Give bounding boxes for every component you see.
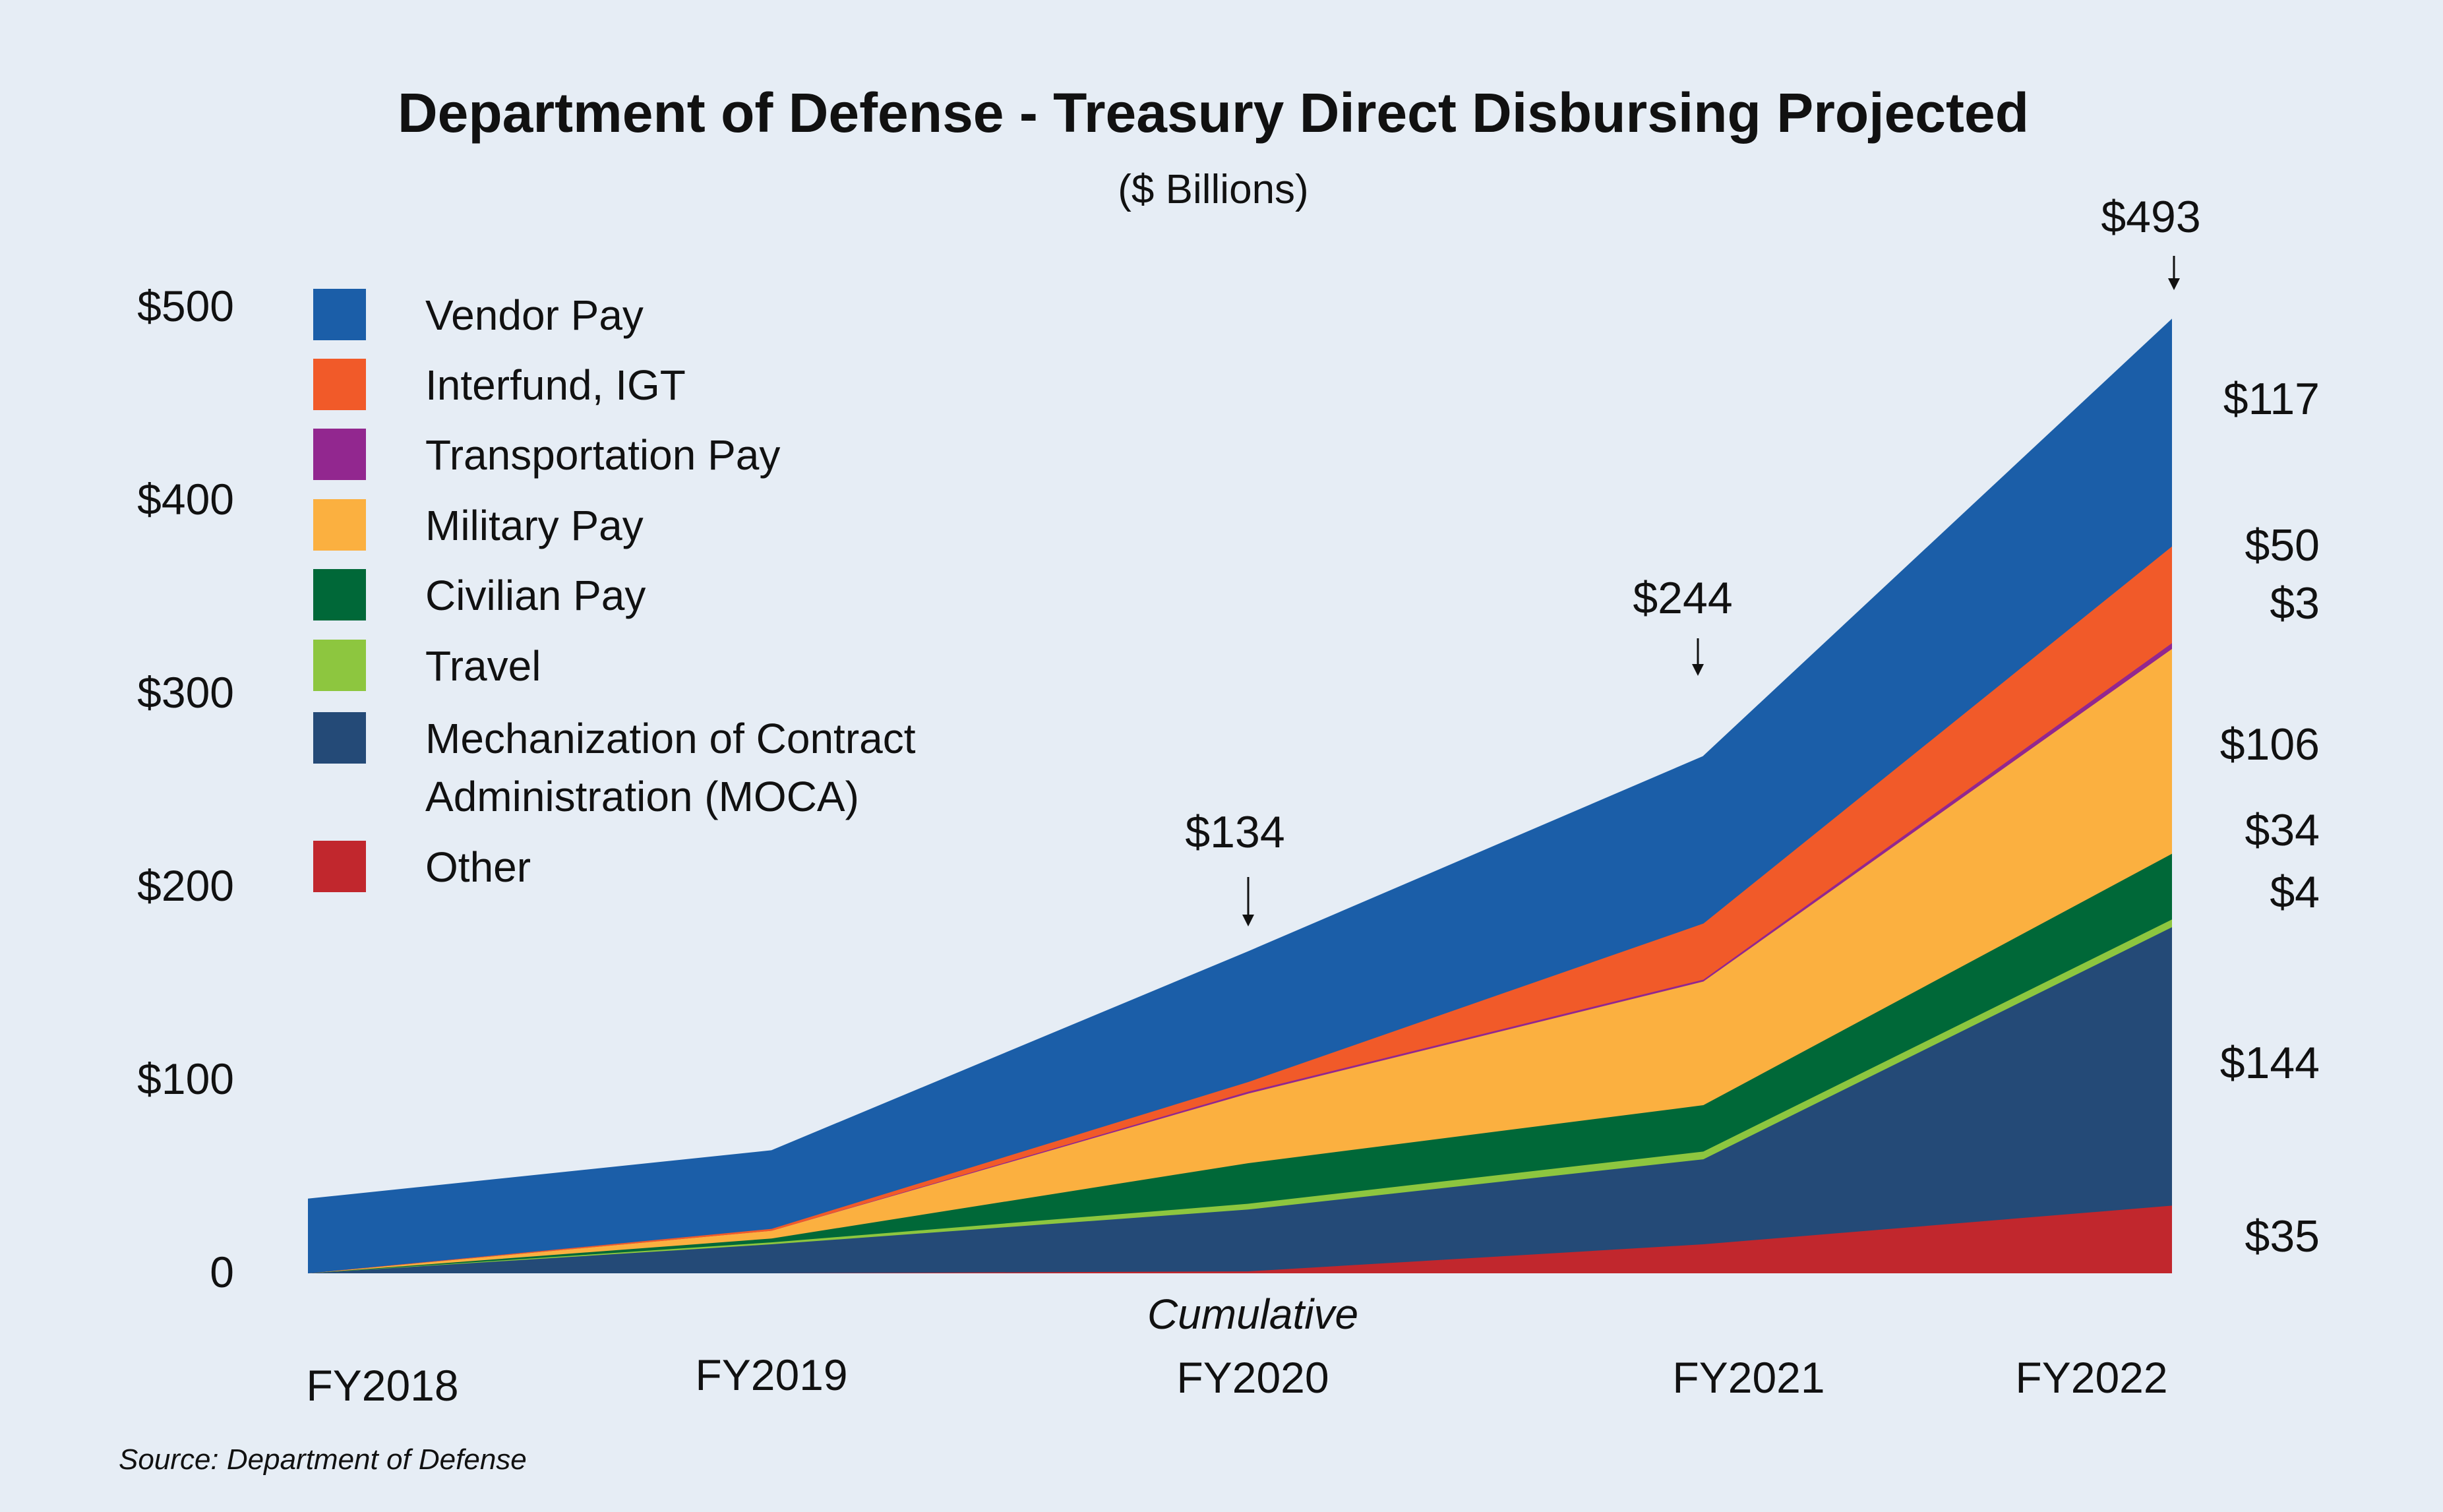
legend: Vendor Pay Interfund, IGT Transportation P… [313,289,916,892]
legend-label-vendor-pay: Vendor Pay [425,291,644,339]
legend-swatch-other [313,841,366,892]
legend-swatch-mechanization-of-contract-administration-moca [313,712,366,764]
total-label: $493 [2101,192,2200,242]
legend-label-mechanization-of-contract-administration-moca: Administration (MOCA) [425,773,859,820]
x-tick-label: FY2022 [2015,1353,2167,1402]
x-axis-label: Cumulative [1147,1290,1358,1338]
y-tick-label: 0 [210,1248,234,1296]
legend-swatch-travel [313,640,366,691]
segment-label-interfund-igt: $50 [2245,520,2320,570]
arrow-head [1692,664,1704,676]
segment-labels: $117 $50 $3 $106 $34 $4 $144 $35 [2220,374,2320,1261]
legend-swatch-transportation-pay [313,429,366,480]
source-note: Source: Department of Defense [119,1443,527,1476]
chart-title: Department of Defense - Treasury Direct … [398,82,2029,144]
y-tick-label: $200 [137,861,234,910]
x-tick-label: FY2019 [695,1350,847,1399]
y-tick-label: $100 [137,1054,234,1103]
legend-label-transportation-pay: Transportation Pay [425,431,780,479]
total-label: $244 [1633,573,1732,623]
stacked-areas [308,318,2172,1274]
segment-label-civilian-pay: $34 [2245,805,2320,855]
legend-swatch-military-pay [313,499,366,551]
segment-label-transportation-pay: $3 [2270,578,2320,628]
area-vendor-pay [308,318,2172,1274]
y-tick-label: $300 [137,668,234,717]
total-annotations: $134 $244 $493 [1185,192,2201,926]
legend-swatch-civilian-pay [313,569,366,620]
legend-label-interfund-igt: Interfund, IGT [425,361,686,409]
segment-label-mechanization-of-contract-administration-moca: $144 [2220,1038,2320,1088]
arrow-head [1242,915,1254,926]
y-tick-label: $500 [137,282,234,330]
chart-subtitle: ($ Billions) [1118,167,1308,212]
legend-swatch-vendor-pay [313,289,366,340]
legend-label-travel: Travel [425,642,541,690]
x-tick-label: FY2021 [1672,1353,1825,1402]
segment-label-vendor-pay: $117 [2223,374,2320,424]
y-tick-label: $400 [137,475,234,524]
segment-label-travel: $4 [2270,867,2320,917]
total-label: $134 [1185,807,1284,857]
x-tick-label: FY2020 [1176,1353,1329,1402]
arrow-head [2168,278,2180,290]
legend-swatch-interfund-igt [313,359,366,410]
y-axis: 0 $100 $200 $300 $400 $500 [137,282,234,1296]
legend-label-other: Other [425,843,531,891]
x-axis: FY2018 FY2019 FY2020 FY2021 FY2022 [306,1350,2167,1410]
legend-label-military-pay: Military Pay [425,502,644,549]
segment-label-other: $35 [2245,1211,2320,1261]
legend-label-mechanization-of-contract-administration-moca: Mechanization of Contract [425,715,916,762]
legend-label-civilian-pay: Civilian Pay [425,572,646,619]
segment-label-military-pay: $106 [2220,719,2320,770]
x-tick-label: FY2018 [306,1361,458,1410]
